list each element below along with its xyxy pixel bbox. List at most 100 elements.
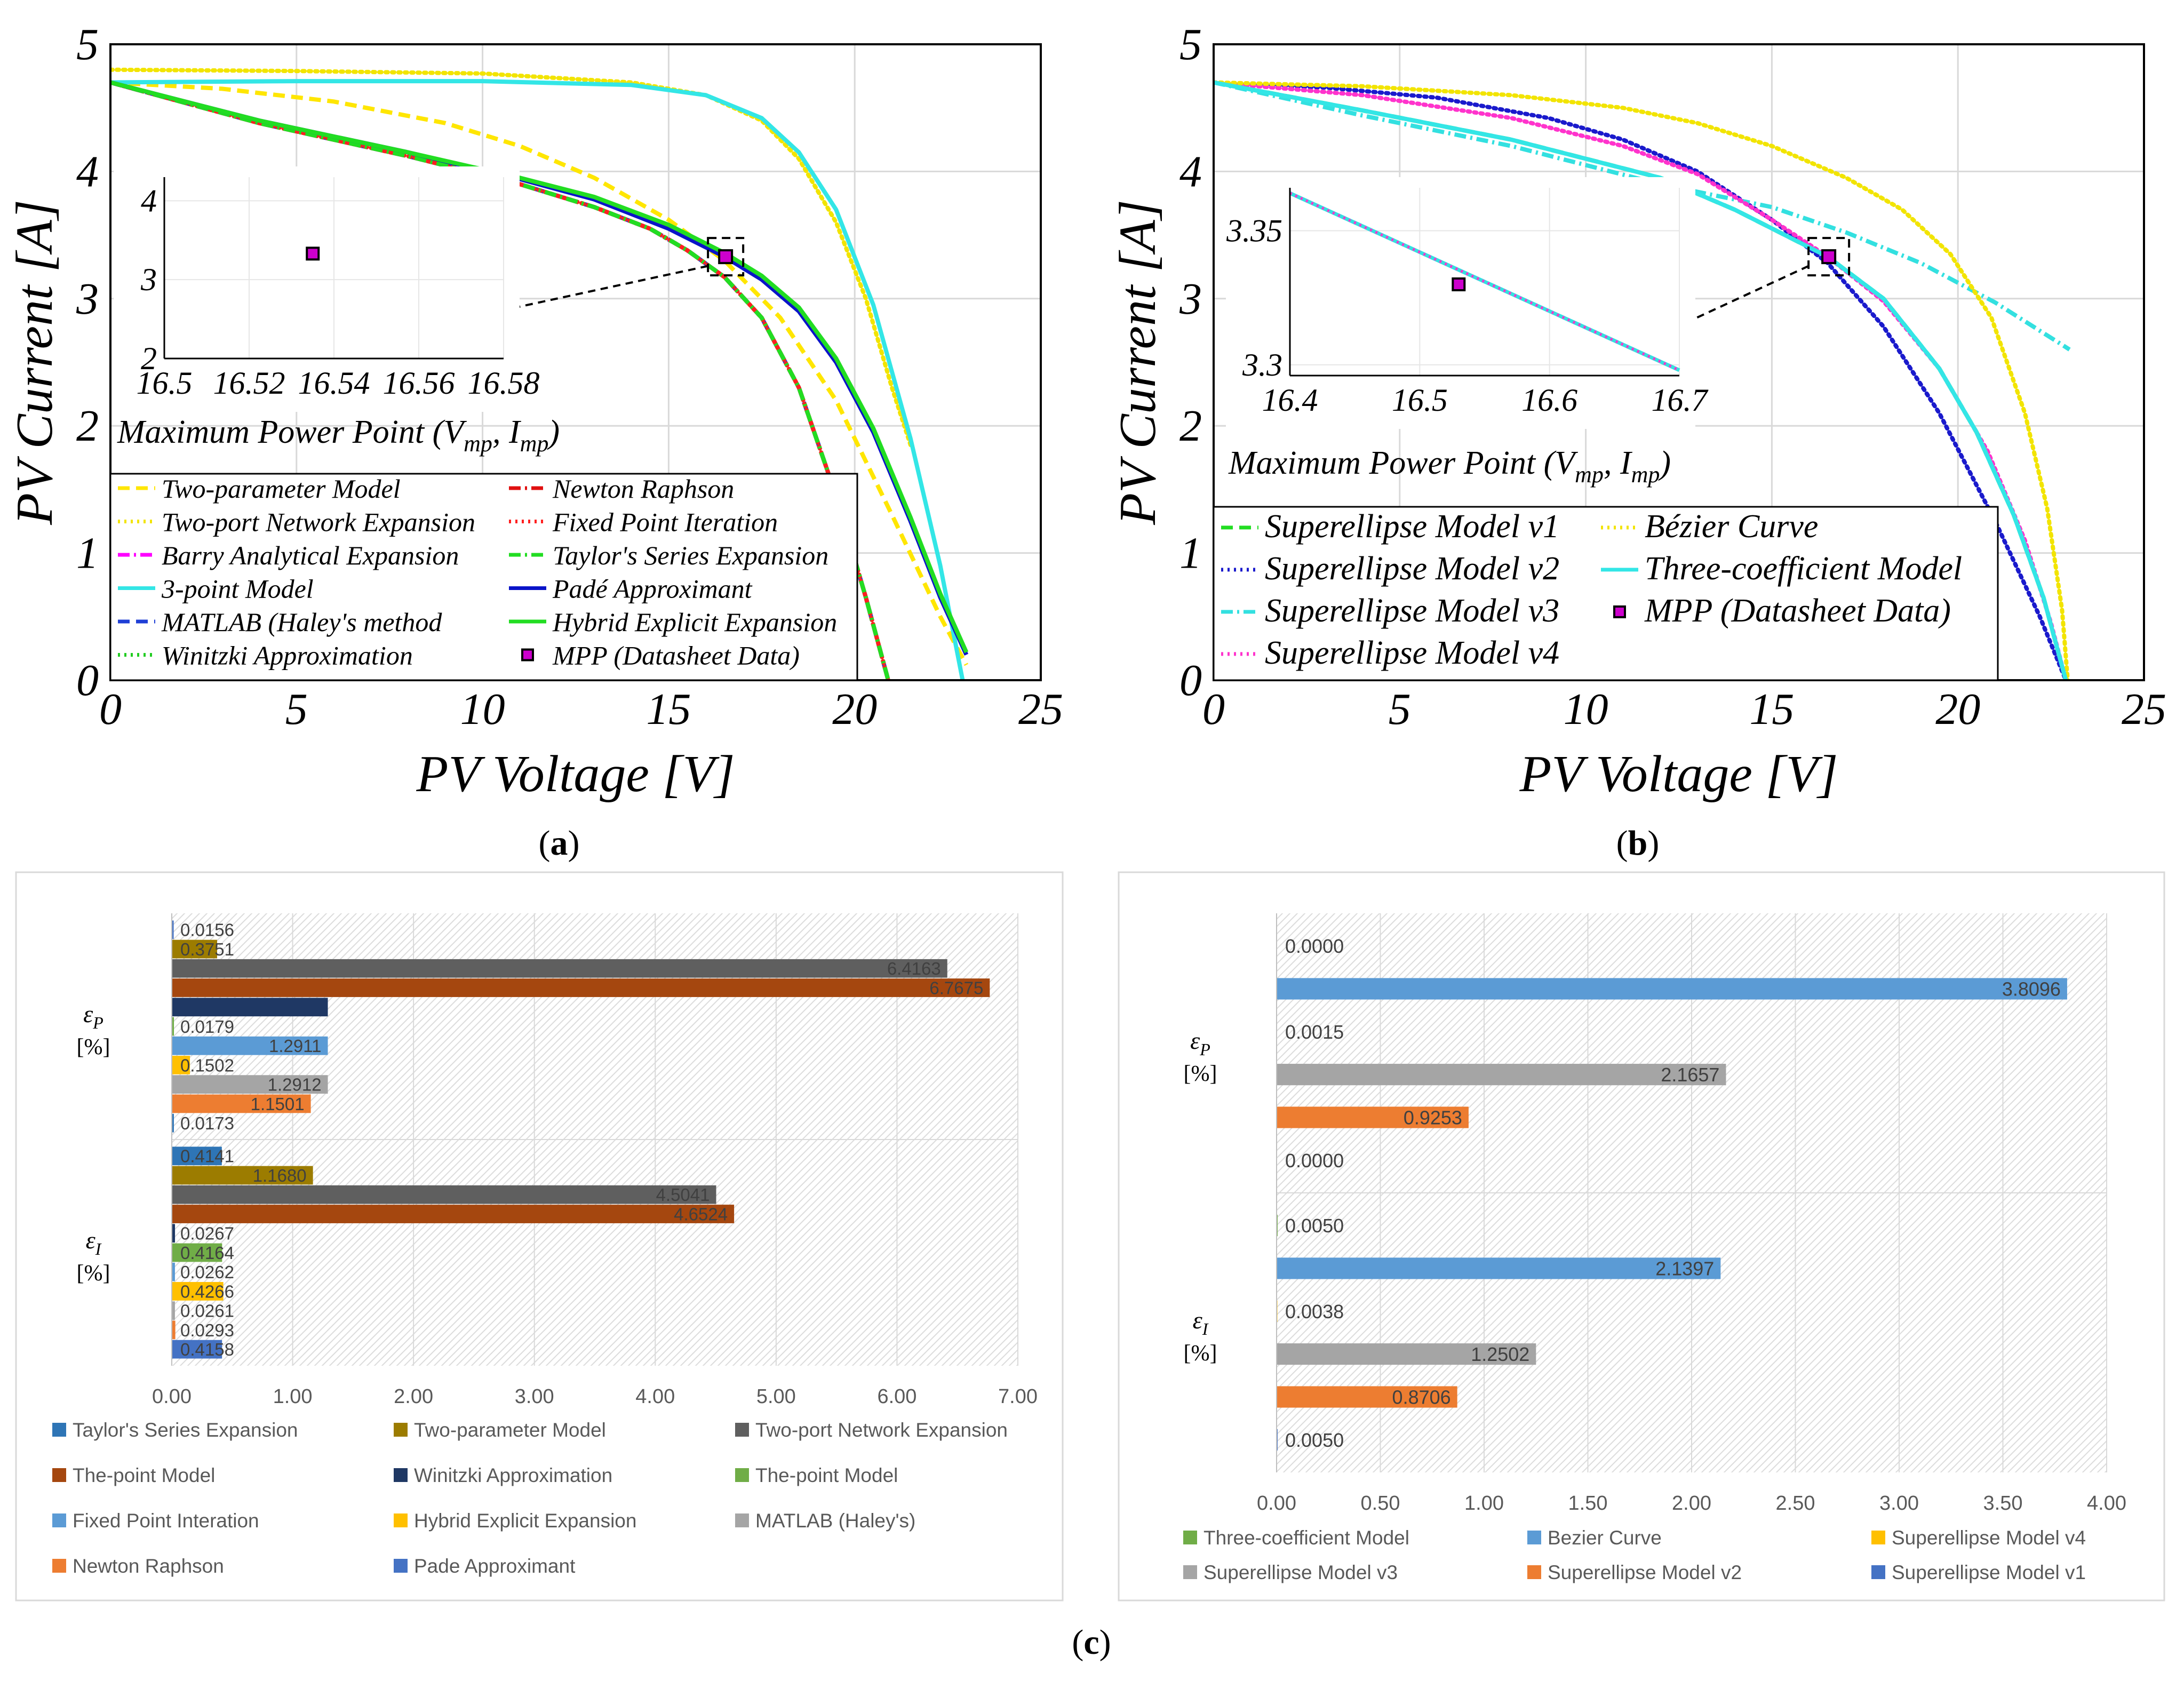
bar-winitzki-approximation xyxy=(172,1224,176,1243)
legend-swatch-two-port-network-expansion xyxy=(735,1423,749,1437)
category-unit: [%] xyxy=(1184,1062,1217,1086)
x-tick-label: 2.00 xyxy=(1672,1492,1711,1515)
legend-label-the-point-model: The-point Model xyxy=(755,1464,898,1486)
panel-label-a: (a) xyxy=(539,824,580,863)
chart-c1-error-bars: 0.00 1.00 2.00 3.00 4.00 5.00 6.00 7.000.01560.… xyxy=(15,871,1064,1602)
x-tick-label: 25 xyxy=(2122,684,2166,734)
legend-label-mpp-datasheet-data: MPP (Datasheet Data) xyxy=(1644,593,1951,629)
series-line-3-point-model xyxy=(110,79,965,680)
bar-superellipse-model-v3 xyxy=(1277,1343,1536,1365)
inset-title: Maximum Power Point (Vmp, Imp) xyxy=(117,414,560,457)
bar-superellipse-model-v3 xyxy=(1277,1064,1726,1086)
mpp-marker xyxy=(1821,249,1837,265)
series-line-two-parameter-model xyxy=(110,80,969,666)
x-tick-label: 1.00 xyxy=(273,1385,313,1408)
bar-the-point-model xyxy=(172,1017,174,1036)
legend-swatch-superellipse-model-v4 xyxy=(1871,1531,1885,1544)
y-tick-label: 5 xyxy=(76,20,99,69)
y-tick-label: 2 xyxy=(1179,401,1202,451)
legend-swatch-pade-approximant xyxy=(394,1559,408,1573)
legend-marker-mpp-datasheet-data xyxy=(1613,605,1626,618)
chart-c2-error-bars: 0.00 0.50 1.00 1.50 2.00 2.50 3.00 3.50 4.00 0.00… xyxy=(1118,871,2165,1602)
legend-label-superellipse-model-v4: Superellipse Model v4 xyxy=(1265,635,1559,671)
legend-label-superellipse-model-v3: Superellipse Model v3 xyxy=(1265,593,1559,629)
bar-winitzki-approximation xyxy=(172,998,328,1017)
bar-value-label: 0.0000 xyxy=(1285,1150,1344,1172)
leader-line xyxy=(1677,265,1809,328)
x-tick-label: 5 xyxy=(285,684,308,734)
bar-value-label: 0.4158 xyxy=(180,1340,234,1359)
legend-marker-mpp-datasheet-data xyxy=(521,648,534,662)
inset-x-tick-label: 16.6 xyxy=(1521,383,1577,418)
inset-y-tick-label: 2 xyxy=(141,341,157,376)
bar-value-label: 4.5041 xyxy=(656,1185,710,1205)
x-tick-label: 4.00 xyxy=(635,1385,675,1408)
bar-value-label: 6.7675 xyxy=(929,978,983,998)
chart-b-iv-curves: 0 5 10 15 20 25 0 1 2 3 4 5 PV Voltage [V] PV Current… xyxy=(1109,20,2166,803)
panel-label-b: (b) xyxy=(1616,824,1660,863)
bar-value-label: 0.4164 xyxy=(180,1243,234,1263)
mpp-marker xyxy=(718,249,734,265)
legend-label-winitzki-approximation: Winitzki Approximation xyxy=(414,1464,612,1486)
category-label: εP xyxy=(1190,1027,1210,1059)
y-tick-label: 1 xyxy=(1179,529,1202,578)
bar-matlab-haley-s xyxy=(172,1075,328,1094)
bar-value-label: 0.0000 xyxy=(1285,935,1344,957)
y-tick-label: 4 xyxy=(76,147,99,196)
x-tick-label: 15 xyxy=(1749,684,1794,734)
inset-zoom: 16.4 16.5 16.6 16.7 3.3 3.35 Maximum Power Poi… xyxy=(1226,177,1709,488)
legend-swatch-bezier-curve xyxy=(1527,1531,1541,1544)
bar-value-label: 0.0050 xyxy=(1285,1215,1344,1237)
bar-value-label: 0.0262 xyxy=(180,1262,234,1282)
legend-label-matlab-haley-s-method: MATLAB (Haley's method xyxy=(161,607,442,637)
x-tick-label: 0.00 xyxy=(152,1385,192,1408)
bar-value-label: 0.0261 xyxy=(180,1301,234,1321)
inset-zoom: 16.5 16.52 16.54 16.56 16.58 2 3 4 Maximum Power… xyxy=(114,166,560,457)
x-tick-label: 5 xyxy=(1389,684,1411,734)
x-tick-label: 20 xyxy=(1935,684,1980,734)
inset-mpp-marker xyxy=(306,246,320,261)
legend-label-hybrid-explicit-expansion: Hybrid Explicit Expansion xyxy=(414,1510,636,1532)
y-tick-label: 0 xyxy=(1179,656,1202,705)
bar-value-label: 0.3751 xyxy=(180,939,234,959)
bar-fixed-point-interation xyxy=(172,1036,328,1055)
y-tick-label: 0 xyxy=(76,656,99,705)
y-axis-label: PV Current [A] xyxy=(1109,200,1167,525)
y-tick-label: 2 xyxy=(76,401,99,451)
inset-background xyxy=(114,166,520,412)
legend-label-3-point-model: 3-point Model xyxy=(161,574,314,604)
legend-frame xyxy=(1213,506,1999,681)
legend-label-winitzki-approximation: Winitzki Approximation xyxy=(162,641,413,671)
legend-label-pade-approximant: Pade Approximant xyxy=(414,1555,576,1577)
category-unit: [%] xyxy=(77,1035,110,1059)
y-tick-label: 4 xyxy=(1179,147,1202,196)
x-tick-label: 10 xyxy=(1564,684,1608,734)
bar-value-label: 0.0156 xyxy=(180,920,234,940)
x-tick-label: 15 xyxy=(646,684,691,734)
bar-fixed-point-interation xyxy=(172,1262,175,1281)
inset-y-tick-label: 4 xyxy=(141,183,157,218)
series-line-b-zier-curve xyxy=(1214,80,2070,680)
bar-bezier-curve xyxy=(1277,978,2067,1000)
legend-label-superellipse-model-v1: Superellipse Model v1 xyxy=(1892,1562,2086,1583)
legend-label-bezier-curve: Bezier Curve xyxy=(1548,1527,1662,1549)
bar-hybrid-explicit-expansion xyxy=(172,1282,224,1301)
bar-value-label: 1.1680 xyxy=(253,1166,307,1185)
bar-value-label: 0.8706 xyxy=(1392,1386,1451,1408)
legend-swatch-superellipse-model-v2 xyxy=(1527,1565,1541,1579)
inset-title: Maximum Power Point (Vmp, Imp) xyxy=(1228,445,1671,488)
x-tick-label: 7.00 xyxy=(998,1385,1038,1408)
series-line-three-coefficient-model xyxy=(1214,80,2068,680)
category-label: εP xyxy=(83,1000,103,1032)
legend-label-superellipse-model-v1: Superellipse Model v1 xyxy=(1265,508,1559,545)
bar-value-label: 0.0038 xyxy=(1285,1301,1344,1323)
bar-bezier-curve xyxy=(1277,1257,1721,1279)
legend: Three-coefficient Model Bezier Curve Super… xyxy=(1183,1527,2086,1583)
legend-label-fixed-point-iteration: Fixed Point Iteration xyxy=(552,507,778,537)
x-tick-label: 3.50 xyxy=(1983,1492,2023,1515)
inset-x-tick-label: 16.54 xyxy=(298,365,370,401)
bar-taylor-s-series-expansion xyxy=(172,1146,222,1166)
bar-value-label: 0.0015 xyxy=(1285,1021,1344,1043)
x-axis-label: PV Voltage [V] xyxy=(416,745,735,803)
